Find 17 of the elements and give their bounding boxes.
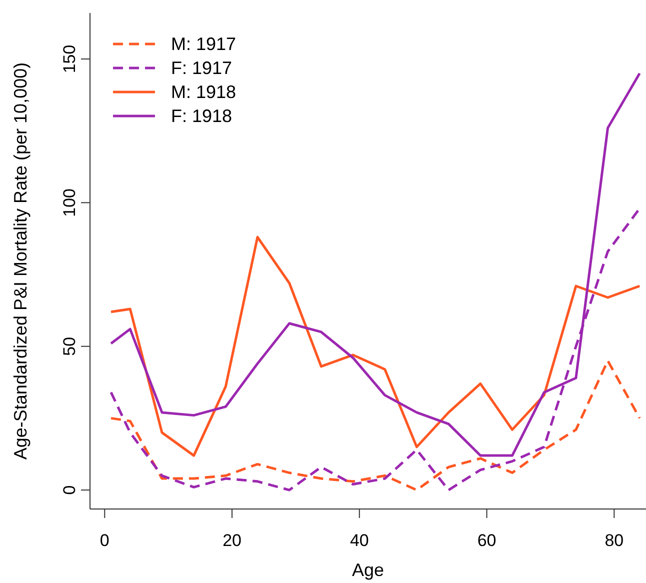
x-axis-title: Age bbox=[352, 560, 384, 580]
x-tick-label: 0 bbox=[100, 531, 110, 550]
y-axis-title: Age-Standardized P&I Mortality Rate (per 10,000) bbox=[10, 62, 30, 460]
y-tick-label: 100 bbox=[60, 188, 79, 217]
x-tick-label: 40 bbox=[350, 531, 369, 550]
legend-label: F: 1918 bbox=[171, 105, 232, 128]
y-tick-label: 150 bbox=[60, 44, 79, 74]
legend-label: M: 1918 bbox=[171, 81, 236, 104]
x-tick-label: 20 bbox=[222, 531, 242, 550]
line-series bbox=[110, 236, 641, 457]
line-series bbox=[110, 359, 641, 492]
y-tick-label: 50 bbox=[60, 336, 79, 356]
y-tick-label: 0 bbox=[60, 485, 79, 495]
x-tick-label: 80 bbox=[604, 531, 624, 550]
legend-label: M: 1917 bbox=[171, 33, 236, 56]
legend-label: F: 1917 bbox=[171, 57, 232, 80]
x-tick-label: 60 bbox=[477, 531, 496, 550]
